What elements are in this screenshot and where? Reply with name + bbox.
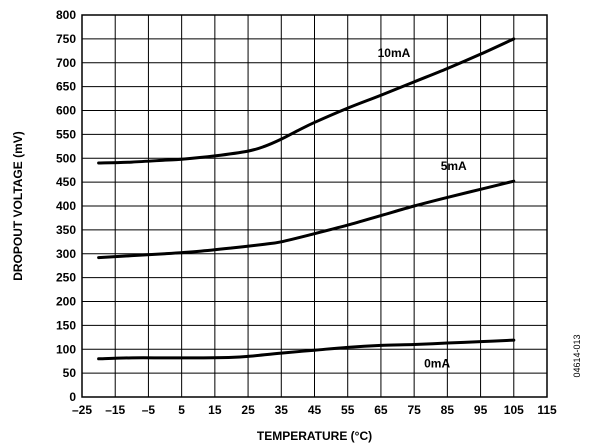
grid-lines [81,14,548,398]
x-tick-label-13: 105 [504,403,524,417]
x-tick-label-7: 45 [308,403,322,417]
x-axis-label: TEMPERATURE (°C) [257,429,372,443]
x-tick-label-3: 5 [178,403,185,417]
y-tick-label-15: 750 [56,32,76,46]
x-tick-label-4: 15 [208,403,222,417]
series-line-5mA [97,179,516,260]
y-tick-label-16: 800 [56,8,76,22]
tick-labels: –25 –15 –5 5 15 25 35 45 55 65 75 85 95 105 115 0 50 100 1… [56,8,557,417]
y-tick-label-9: 450 [56,175,76,189]
series-label-10mA: 10mA [378,46,411,60]
series-label-0mA: 0mA [424,356,450,370]
y-tick-label-7: 350 [56,223,76,237]
series-line-0mA [97,338,516,361]
x-tick-label-5: 25 [241,403,255,417]
series-lines [97,37,516,361]
y-tick-label-10: 500 [56,151,76,165]
y-tick-label-12: 600 [56,104,76,118]
x-tick-label-9: 65 [374,403,388,417]
y-tick-label-4: 200 [56,295,76,309]
x-tick-label-10: 75 [407,403,421,417]
y-tick-label-8: 400 [56,199,76,213]
y-tick-label-6: 300 [56,247,76,261]
y-tick-label-0: 0 [69,390,76,404]
plot-frame [81,14,548,398]
x-tick-label-1: –15 [105,403,125,417]
series-labels: 10mA 5mA 0mA [378,46,467,370]
y-tick-label-11: 550 [56,127,76,141]
y-tick-label-5: 250 [56,271,76,285]
x-tick-label-8: 55 [341,403,355,417]
x-tick-label-2: –5 [142,403,156,417]
y-axis-label: DROPOUT VOLTAGE (mV) [11,131,25,281]
series-line-10mA [97,37,516,165]
y-tick-label-2: 100 [56,342,76,356]
x-tick-label-11: 85 [441,403,455,417]
x-tick-label-0: –25 [72,403,92,417]
y-tick-label-1: 50 [63,366,77,380]
y-tick-label-13: 650 [56,80,76,94]
y-tick-label-14: 700 [56,56,76,70]
x-tick-label-6: 35 [275,403,289,417]
x-tick-label-14: 115 [537,403,557,417]
figure-id: 04614-013 [572,334,582,377]
series-label-5mA: 5mA [441,159,467,173]
x-tick-label-12: 95 [474,403,488,417]
y-tick-label-3: 150 [56,318,76,332]
